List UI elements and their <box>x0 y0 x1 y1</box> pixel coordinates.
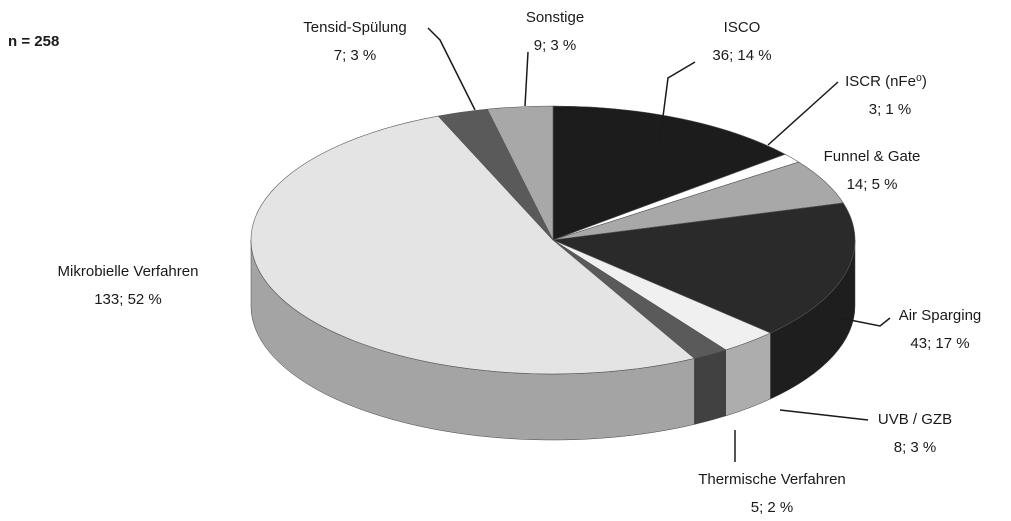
slice-label: Sonstige <box>526 9 584 26</box>
pie-slice <box>250 115 695 375</box>
pie-side <box>694 349 726 425</box>
slice-label: ISCR (nFe⁰) <box>845 73 927 90</box>
slice-label: ISCO <box>724 19 761 36</box>
leader-line <box>659 61 696 141</box>
leader-line <box>427 27 476 111</box>
slice-value-label: 7; 3 % <box>334 47 377 64</box>
pie-slice <box>486 105 554 241</box>
slice-label: Air Sparging <box>899 307 982 324</box>
pie-slice <box>552 105 786 241</box>
annotation: n = 258 <box>8 33 59 50</box>
slice-value-label: 14; 5 % <box>847 176 898 193</box>
slice-value-label: 3; 1 % <box>869 101 912 118</box>
slice-value-label: 133; 52 % <box>94 291 162 308</box>
slice-value-label: 5; 2 % <box>751 499 794 516</box>
slice-label: Mikrobielle Verfahren <box>58 263 199 280</box>
slice-label: Tensid-Spülung <box>303 19 406 36</box>
leader-line <box>839 317 891 327</box>
pie-slice <box>551 202 856 334</box>
leader-line <box>767 81 839 146</box>
slice-value-label: 9; 3 % <box>534 37 577 54</box>
slice-value-label: 8; 3 % <box>894 439 937 456</box>
slice-label: UVB / GZB <box>878 411 952 428</box>
slice-label: Thermische Verfahren <box>698 471 846 488</box>
leader-line <box>779 409 869 421</box>
slice-label: Funnel & Gate <box>824 148 921 165</box>
slice-value-label: 36; 14 % <box>712 47 771 64</box>
slice-value-label: 43; 17 % <box>910 335 969 352</box>
leader-line <box>524 51 529 107</box>
